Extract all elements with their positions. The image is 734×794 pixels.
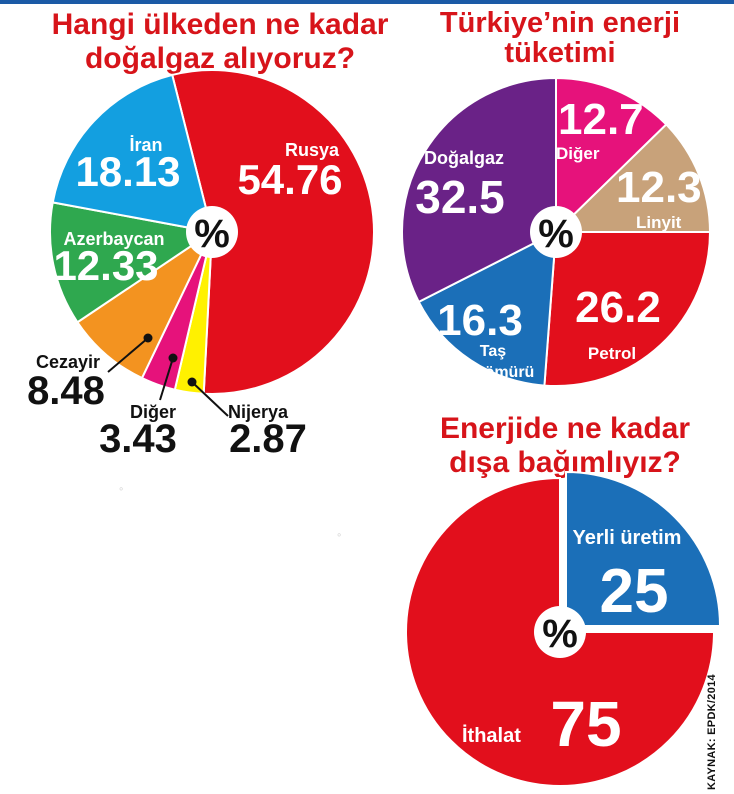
pointer-nijerya-dot — [187, 377, 197, 387]
slice-label-dogalgaz: Doğalgaz — [424, 148, 504, 168]
pointer-diger-1 — [159, 357, 174, 401]
pie-slice-0-3 — [76, 229, 215, 380]
slice-label-tas-komuru-line1: Taş — [480, 343, 506, 360]
chart3-title: Enerjide ne kadar dışa bağımlıyız? — [439, 412, 691, 479]
slice-label-diger-1: Diğer — [130, 402, 176, 422]
pie-chart-energy-dependency: % — [405, 470, 722, 787]
chart2-title: Türkiye’nin enerji tüketimi — [439, 7, 681, 69]
pie-slice-0-0 — [171, 69, 375, 395]
slice-value-nijerya: 2.87 — [229, 417, 307, 461]
slice-label-diger-2: Diğer — [556, 144, 600, 163]
pie-slice-1-0 — [555, 76, 668, 235]
pointer-nijerya — [191, 381, 229, 417]
faint-background-mark: ∘ — [118, 484, 125, 495]
pie-center-label-2: % — [542, 612, 578, 656]
slice-label-yerli-uretim: Yerli üretim — [573, 527, 682, 549]
slice-value-cezayir: 8.48 — [27, 369, 105, 413]
slice-value-diger-1: 3.43 — [99, 417, 177, 461]
slice-value-azerbaycan: 12.33 — [53, 242, 158, 289]
slice-label-rusya: Rusya — [285, 140, 340, 160]
pie-slice-0-5 — [51, 73, 214, 234]
slice-value-petrol: 26.2 — [575, 283, 661, 332]
pie-slice-1-1 — [553, 123, 712, 233]
slice-value-dogalgaz: 32.5 — [415, 171, 505, 223]
slice-label-tas-komuru-line2: kömürü — [476, 364, 535, 381]
source-note: KAYNAK: EPDK/2014 — [706, 674, 718, 790]
top-rule — [0, 0, 734, 4]
pointer-cezayir — [107, 337, 149, 373]
pie-center-0 — [186, 206, 238, 258]
slice-value-yerli-uretim: 25 — [600, 557, 669, 626]
pie-chart-energy-consumption: % — [401, 76, 712, 387]
slice-label-linyit: Linyit — [636, 213, 682, 232]
slice-value-diger-2: 12.7 — [558, 95, 644, 144]
pie-chart-gas-imports: % — [49, 69, 375, 395]
slice-value-iran: 18.13 — [75, 148, 180, 195]
slice-label-azerbaycan: Azerbaycan — [63, 229, 164, 249]
slice-label-nijerya: Nijerya — [228, 402, 289, 422]
pie-center-label-1: % — [538, 212, 574, 256]
pie-slice-2-1 — [405, 476, 716, 787]
slice-label-ithalat: İthalat — [462, 724, 521, 747]
slice-label-petrol: Petrol — [588, 344, 636, 363]
pointer-cezayir-dot — [143, 333, 153, 343]
pie-slice-1-2 — [543, 231, 712, 387]
pie-slice-1-3 — [417, 230, 558, 387]
slice-value-rusya: 54.76 — [237, 156, 342, 203]
pie-slice-1-4 — [401, 76, 557, 304]
pie-center-1 — [530, 206, 582, 258]
slice-value-tas-komuru: 16.3 — [437, 296, 523, 345]
slice-value-ithalat: 75 — [550, 688, 621, 760]
pie-slice-2-0 — [565, 470, 722, 627]
pie-center-2 — [534, 606, 586, 658]
faint-background-mark: ∘ — [336, 530, 343, 541]
pie-slice-0-4 — [49, 201, 215, 324]
slice-label-iran: İran — [129, 135, 162, 155]
pointer-diger-1-dot — [168, 353, 178, 363]
slice-label-cezayir: Cezayir — [36, 352, 100, 372]
pie-center-label-0: % — [194, 212, 230, 256]
slice-value-linyit: 12.3 — [616, 163, 702, 212]
